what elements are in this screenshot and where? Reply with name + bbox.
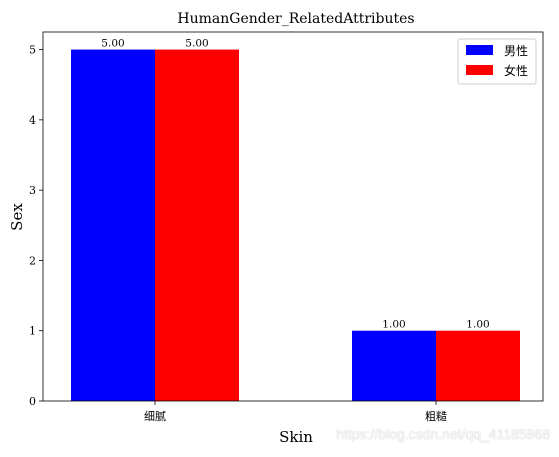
legend-label: 女性 [504,63,528,78]
legend-label: 男性 [504,44,528,58]
y-tick-label: 5 [29,44,36,57]
y-axis-label: Sex [8,203,26,231]
data-label: 1.00 [466,319,489,331]
legend-swatch-male [466,45,493,55]
x-axis-ticks: 细腻 粗糙 [144,401,447,423]
y-tick-label: 1 [29,325,36,338]
bar-female-1 [436,330,520,401]
plot-area: 5.00 5.00 1.00 1.00 [42,31,544,402]
bar-male-0 [71,49,155,401]
x-tick-label: 粗糙 [425,409,447,423]
bar-male-1 [352,330,436,401]
bar-female-0 [155,49,239,401]
chart-title: HumanGender_RelatedAttributes [177,11,414,27]
data-label: 1.00 [382,319,405,331]
data-label: 5.00 [185,38,208,50]
y-tick-label: 0 [29,395,36,408]
x-tick-label: 细腻 [144,410,166,423]
y-tick-label: 2 [29,254,36,267]
legend-swatch-female [466,65,493,75]
y-axis-ticks: 0 1 2 3 4 5 [29,44,43,408]
y-tick-label: 3 [29,184,36,197]
watermark: https://blog.csdn.net/qq_41185868 [336,426,550,442]
x-axis-label: Skin [279,428,313,446]
y-tick-label: 4 [29,114,36,127]
plot-frame [42,31,544,402]
data-label: 5.00 [101,38,124,50]
